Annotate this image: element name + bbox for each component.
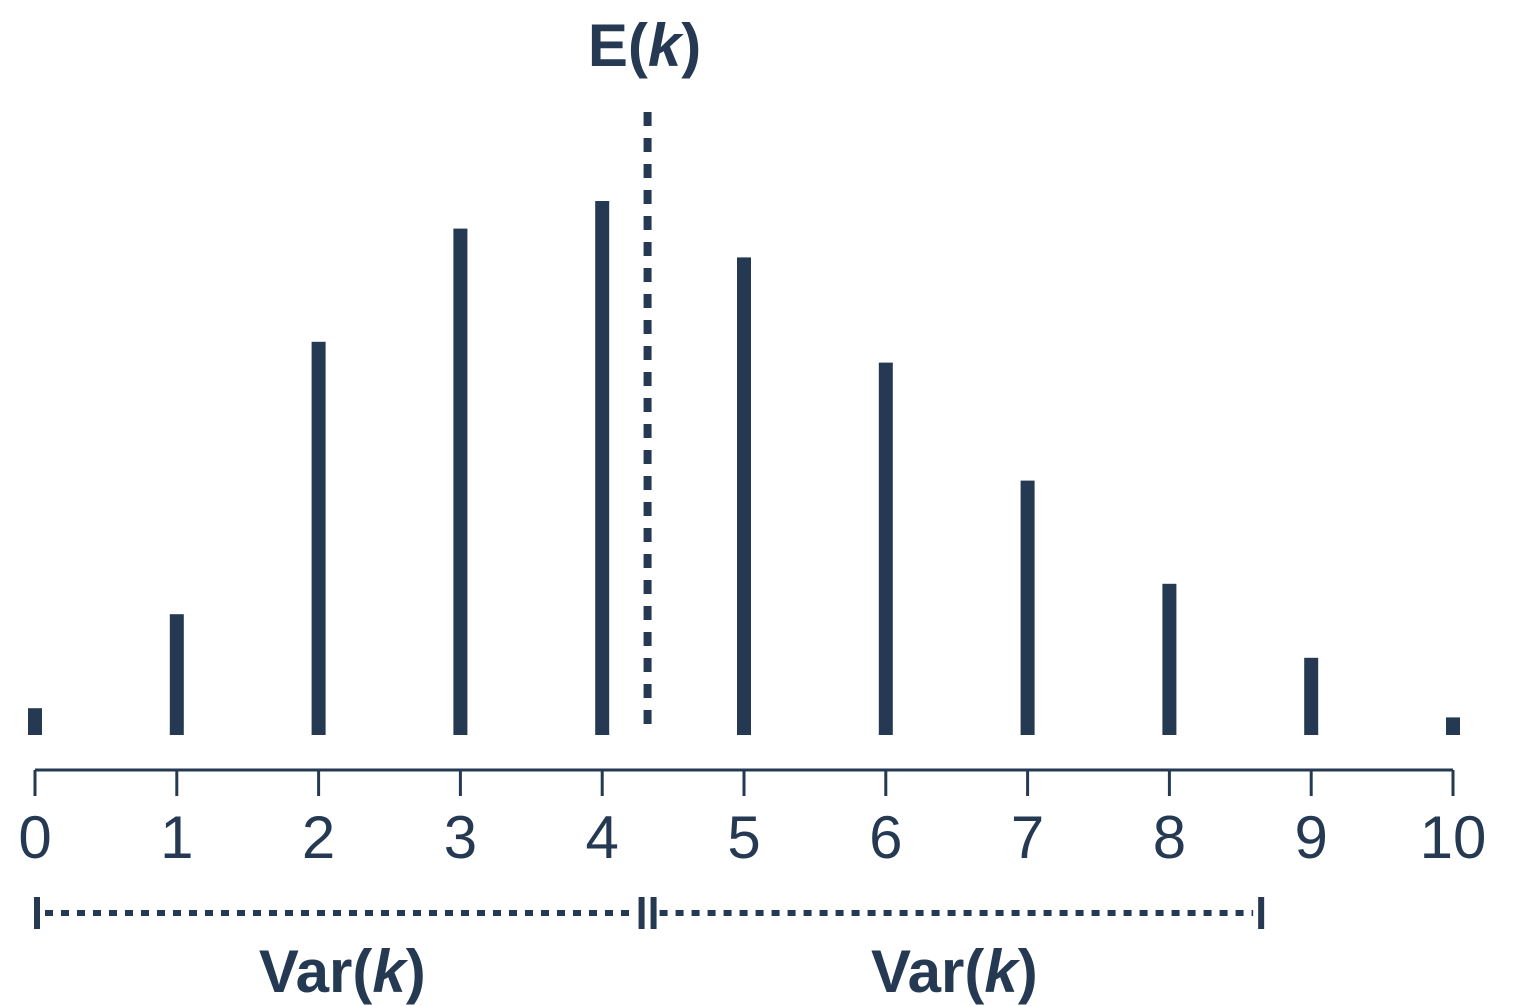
x-tick-label-7: 7 — [1011, 804, 1044, 871]
bar-9 — [1304, 657, 1319, 735]
x-tick-label-4: 4 — [586, 804, 619, 871]
bar-6 — [878, 362, 893, 735]
bar-1 — [169, 614, 184, 735]
x-tick-label-10: 10 — [1420, 804, 1487, 871]
x-tick-label-6: 6 — [869, 804, 902, 871]
bar-4 — [595, 201, 610, 735]
x-tick-label-1: 1 — [160, 804, 193, 871]
bar-10 — [1446, 717, 1460, 735]
x-tick-label-3: 3 — [444, 804, 477, 871]
bar-0 — [28, 708, 42, 735]
bar-5 — [737, 257, 751, 735]
x-tick-label-0: 0 — [18, 804, 51, 871]
x-tick-label-2: 2 — [302, 804, 335, 871]
x-tick-label-9: 9 — [1295, 804, 1328, 871]
bar-7 — [1020, 480, 1035, 735]
x-axis-tick-labels: 0 1 2 3 4 5 6 7 8 9 10 — [18, 804, 1486, 871]
bar-8 — [1162, 583, 1177, 735]
x-tick-label-5: 5 — [727, 804, 760, 871]
bar-3 — [453, 228, 468, 735]
variance-label-right: Var(k) — [871, 938, 1038, 1005]
x-tick-label-8: 8 — [1153, 804, 1186, 871]
bar-2 — [311, 341, 326, 735]
variance-bracket — [34, 897, 1265, 929]
x-axis-ticks — [33, 770, 1455, 796]
bar-group — [28, 201, 1460, 735]
variance-label-left: Var(k) — [259, 938, 426, 1005]
mean-label: E(k) — [588, 12, 701, 79]
